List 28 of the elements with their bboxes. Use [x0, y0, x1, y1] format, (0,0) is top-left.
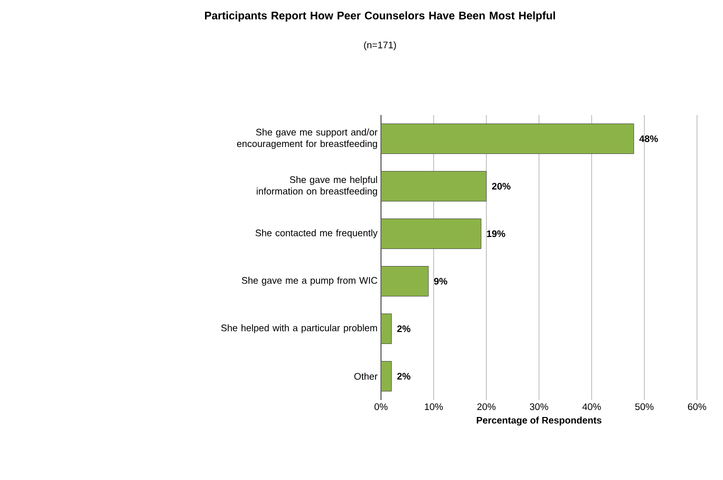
bar — [380, 171, 487, 202]
y-tick-label: She gave me support and/or encouragement for breastfeeding — [237, 128, 378, 149]
bar — [380, 124, 634, 154]
chart-title: Participants Report How Peer Counselors Have Been Most Helpful — [205, 11, 555, 22]
data-label: 19% — [487, 230, 506, 238]
x-tick-label: 10% — [424, 403, 443, 410]
y-tick-label: Other — [354, 372, 378, 380]
data-label: 20% — [492, 182, 510, 190]
y-tick-label: She gave me helpful information on breastfeeding — [256, 176, 378, 196]
y-tick-label: She contacted me frequently — [256, 229, 378, 238]
bar — [380, 218, 482, 249]
data-label: 2% — [397, 372, 410, 380]
bar — [380, 361, 392, 392]
x-tick-label: 50% — [635, 403, 654, 410]
x-tick-label: 40% — [582, 403, 601, 410]
data-label: 2% — [397, 325, 410, 332]
x-tick-label: 60% — [688, 403, 706, 410]
data-label: 48% — [639, 135, 658, 142]
y-tick-label: She helped with a particular problem — [221, 324, 377, 334]
x-tick-label: 0% — [374, 403, 388, 410]
bar — [380, 266, 429, 296]
x-tick-label: 20% — [477, 403, 496, 410]
y-tick-label: She gave me a pump from WIC — [242, 276, 378, 286]
chart-subtitle: (n=171) — [364, 41, 396, 50]
bar — [380, 314, 392, 344]
data-label: 9% — [434, 278, 448, 285]
x-tick-label: 30% — [530, 403, 548, 410]
x-axis-title: Percentage of Respondents — [476, 416, 602, 426]
